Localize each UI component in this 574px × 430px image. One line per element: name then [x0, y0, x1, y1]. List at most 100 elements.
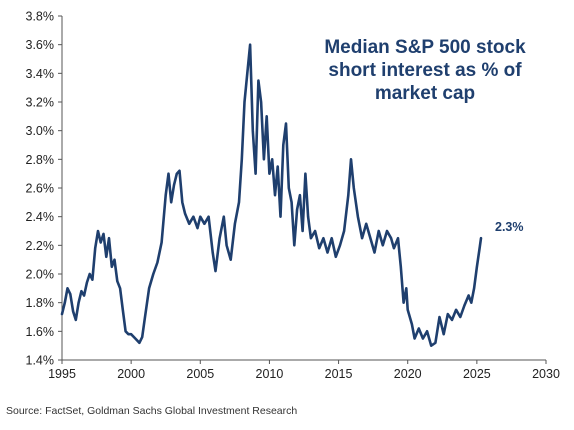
chart-title-line: Median S&P 500 stock — [324, 37, 526, 58]
data-point — [322, 237, 325, 239]
data-point — [330, 237, 333, 239]
data-point — [318, 247, 321, 249]
y-tick-label: 3.8% — [26, 10, 55, 24]
data-point — [304, 172, 307, 175]
data-point — [343, 230, 345, 232]
data-point — [138, 342, 141, 344]
data-point — [167, 172, 170, 175]
data-point — [229, 258, 232, 261]
y-tick-label: 1.4% — [26, 354, 55, 368]
data-point — [196, 227, 199, 229]
x-tick-label: 1995 — [48, 367, 76, 381]
data-point — [369, 237, 372, 239]
data-point — [310, 237, 312, 239]
end-value-label: 2.3% — [495, 220, 524, 234]
data-point — [347, 194, 350, 196]
data-point — [61, 313, 63, 315]
data-point — [301, 230, 304, 232]
data-point — [144, 316, 146, 318]
data-point — [178, 170, 181, 172]
data-point — [97, 230, 99, 232]
data-point — [365, 223, 368, 225]
data-point — [288, 187, 290, 189]
data-point — [181, 201, 184, 204]
y-tick-label: 2.0% — [26, 268, 55, 282]
data-point — [470, 301, 473, 304]
data-point — [361, 237, 363, 239]
data-point — [88, 273, 91, 275]
data-point — [130, 333, 132, 336]
data-point — [218, 237, 221, 239]
data-point — [223, 215, 225, 218]
data-point — [314, 230, 316, 232]
data-point — [211, 251, 214, 254]
data-point — [99, 241, 102, 244]
data-point — [113, 258, 116, 261]
data-point — [238, 201, 240, 204]
data-point — [105, 255, 108, 258]
data-point — [243, 101, 246, 103]
data-point — [290, 201, 293, 204]
data-point — [199, 215, 202, 218]
chart-title-line: market cap — [375, 83, 475, 104]
data-point — [268, 172, 271, 175]
data-point — [382, 244, 384, 247]
data-point — [406, 309, 409, 311]
data-point — [249, 43, 251, 46]
y-tick-label: 2.2% — [26, 239, 55, 253]
data-point — [357, 215, 359, 218]
data-point — [413, 337, 416, 340]
data-point — [373, 251, 376, 254]
series-layer — [60, 43, 483, 347]
data-point — [246, 72, 249, 75]
data-point — [397, 237, 399, 239]
data-point — [438, 316, 441, 318]
data-point — [124, 330, 127, 333]
data-point — [254, 172, 257, 175]
data-point — [339, 244, 341, 247]
data-point — [426, 330, 428, 333]
data-point — [274, 194, 276, 196]
data-point — [405, 287, 408, 290]
data-point — [122, 309, 124, 311]
data-point — [422, 337, 424, 340]
data-point — [170, 201, 172, 204]
data-point — [176, 172, 178, 175]
data-point — [173, 184, 175, 186]
y-tick-label: 1.6% — [26, 325, 55, 339]
data-point — [225, 244, 228, 247]
data-point — [271, 158, 274, 161]
y-tick-label: 3.4% — [26, 67, 55, 81]
data-point — [64, 301, 66, 304]
data-point — [192, 215, 195, 218]
data-point — [400, 266, 402, 268]
y-tick-label: 3.2% — [26, 96, 55, 110]
data-point — [116, 280, 119, 283]
x-tick-label: 2025 — [463, 367, 491, 381]
data-point — [119, 287, 121, 290]
data-point — [91, 278, 94, 281]
data-point — [285, 122, 287, 125]
y-tick-label: 2.4% — [26, 210, 55, 224]
data-point — [296, 208, 298, 211]
data-point — [260, 101, 262, 103]
x-tick-label: 2010 — [256, 367, 284, 381]
data-point — [447, 313, 449, 315]
data-point — [478, 247, 481, 249]
data-point — [66, 287, 69, 290]
data-point — [335, 255, 337, 258]
y-tick-label: 3.0% — [26, 124, 55, 138]
data-point — [184, 213, 186, 215]
data-point — [234, 223, 236, 225]
data-point — [160, 241, 163, 244]
data-point — [293, 244, 296, 247]
x-tick-label: 2005 — [186, 367, 214, 381]
data-point — [83, 294, 85, 297]
y-tick-label: 3.6% — [26, 38, 55, 52]
data-point — [430, 344, 433, 347]
data-point — [72, 310, 74, 313]
data-point — [434, 342, 437, 344]
